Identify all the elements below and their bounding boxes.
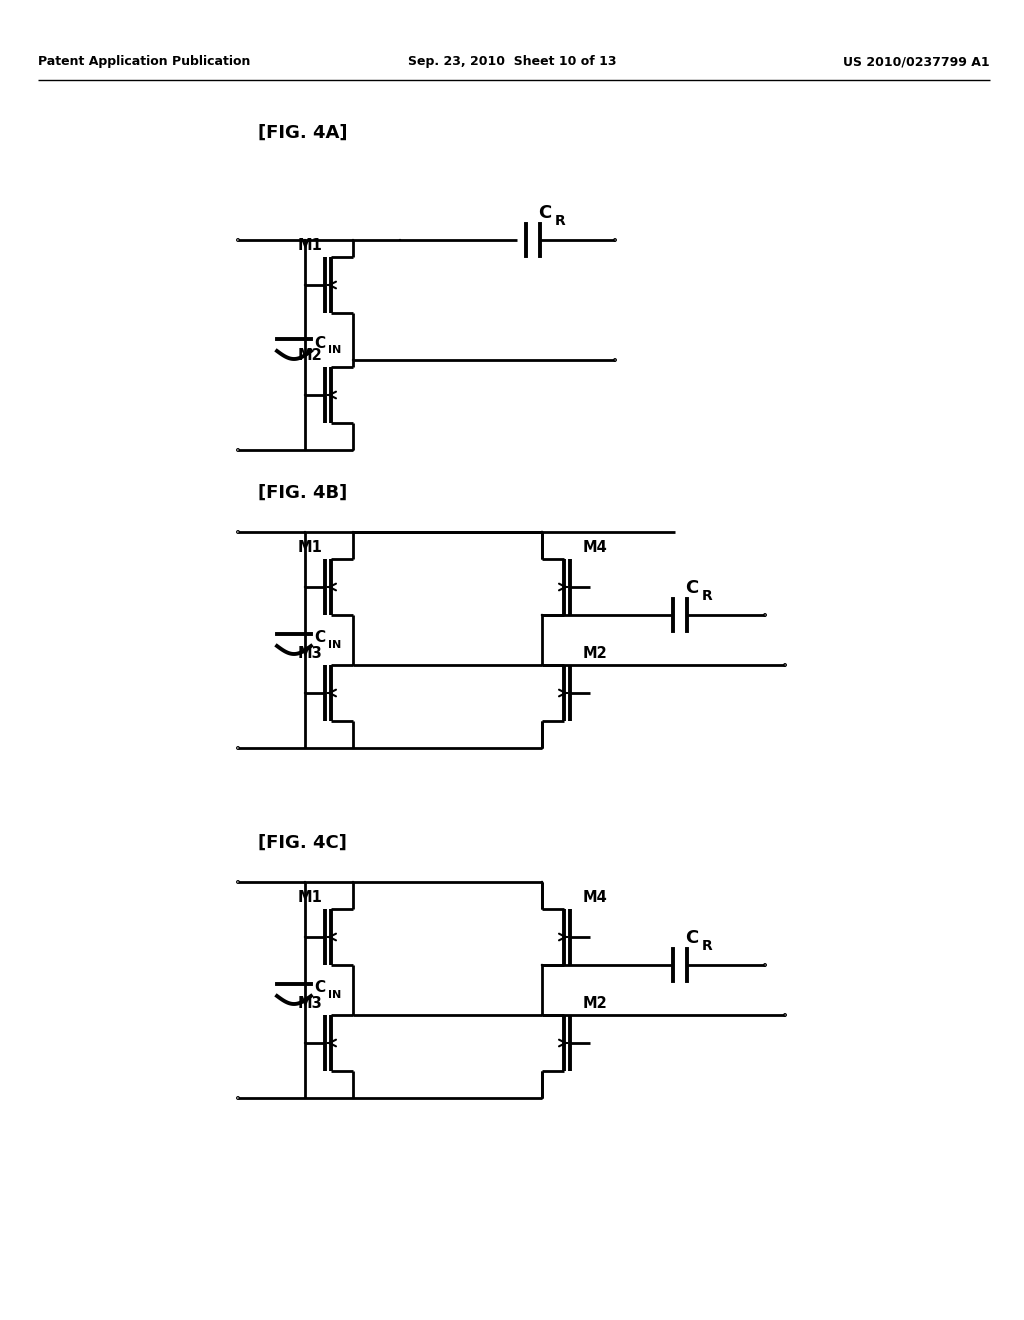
- Text: M1: M1: [298, 890, 323, 906]
- Text: M1: M1: [298, 238, 323, 253]
- Text: M3: M3: [298, 997, 323, 1011]
- Text: US 2010/0237799 A1: US 2010/0237799 A1: [844, 55, 990, 69]
- Text: [FIG. 4A]: [FIG. 4A]: [258, 124, 347, 143]
- Text: [FIG. 4B]: [FIG. 4B]: [258, 484, 347, 502]
- Text: [FIG. 4C]: [FIG. 4C]: [258, 834, 347, 851]
- Text: Sep. 23, 2010  Sheet 10 of 13: Sep. 23, 2010 Sheet 10 of 13: [408, 55, 616, 69]
- Text: M2: M2: [298, 348, 323, 363]
- Text: M2: M2: [583, 997, 607, 1011]
- Text: C: C: [538, 205, 551, 222]
- Text: M2: M2: [583, 645, 607, 661]
- Text: IN: IN: [328, 990, 341, 1001]
- Text: IN: IN: [328, 345, 341, 355]
- Text: Patent Application Publication: Patent Application Publication: [38, 55, 251, 69]
- Text: C: C: [685, 579, 698, 597]
- Text: M4: M4: [583, 540, 607, 554]
- Text: M4: M4: [583, 890, 607, 906]
- Text: R: R: [555, 214, 565, 228]
- Text: M3: M3: [298, 645, 323, 661]
- Text: IN: IN: [328, 640, 341, 649]
- Text: C: C: [314, 981, 326, 995]
- Text: C: C: [314, 335, 326, 351]
- Text: M1: M1: [298, 540, 323, 554]
- Text: C: C: [685, 929, 698, 946]
- Text: R: R: [702, 589, 713, 603]
- Text: C: C: [314, 631, 326, 645]
- Text: R: R: [702, 939, 713, 953]
